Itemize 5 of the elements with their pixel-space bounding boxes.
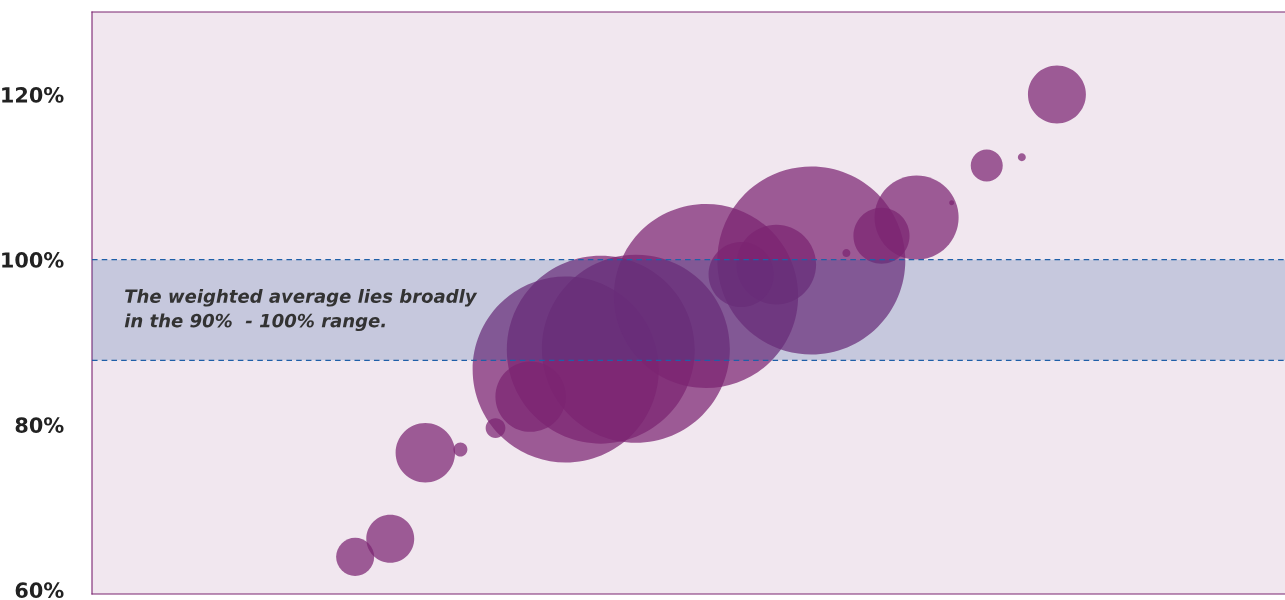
y-tick-label: 100% — [2, 252, 64, 268]
band-label: The weighted average lies broadly in the 90% - 100% range. — [124, 288, 478, 332]
y-tick-label: 120% — [2, 87, 64, 103]
y-tick-label: 60% — [15, 582, 64, 599]
y-tick-label: 80% — [15, 417, 64, 433]
